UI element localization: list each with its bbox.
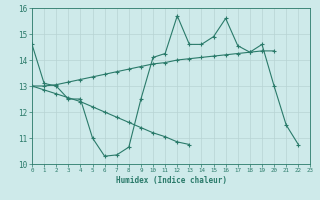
X-axis label: Humidex (Indice chaleur): Humidex (Indice chaleur) [116,176,227,185]
